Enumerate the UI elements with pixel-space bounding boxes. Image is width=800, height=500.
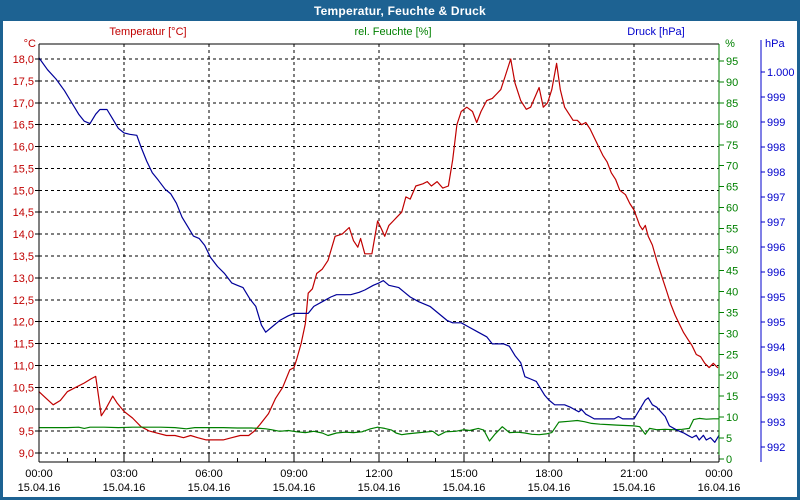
pressure-tick-label: 993 [767, 392, 785, 404]
humidity-tick-label: 70 [726, 161, 738, 173]
pressure-tick-label: 998 [767, 142, 785, 154]
date-label: 15.04.16 [528, 482, 571, 494]
humidity-tick-label: 60 [726, 203, 738, 215]
humidity-tick-label: 0 [726, 454, 732, 466]
temp-tick-label: 16,0 [13, 142, 34, 154]
time-label: 03:00 [110, 468, 138, 480]
pressure-tick-label: 996 [767, 242, 785, 254]
window-title: Temperatur, Feuchte & Druck [314, 3, 486, 18]
humidity-tick-label: 85 [726, 98, 738, 110]
humidity-tick-label: 5 [726, 433, 732, 445]
pressure-tick-label: 995 [767, 292, 785, 304]
humidity-tick-label: 65 [726, 182, 738, 194]
series-pressure-line [38, 57, 720, 443]
date-label: 15.04.16 [273, 482, 316, 494]
time-label: 00:00 [705, 468, 733, 480]
humidity-tick-label: 40 [726, 286, 738, 298]
date-label: 15.04.16 [358, 482, 401, 494]
temp-axis-unit: °C [23, 38, 36, 50]
temp-tick-label: 13,5 [13, 251, 34, 263]
date-label: 15.04.16 [18, 482, 61, 494]
humidity-tick-label: 15 [726, 391, 738, 403]
humidity-tick-label: 10 [726, 412, 738, 424]
pressure-tick-label: 994 [767, 367, 785, 379]
temp-tick-label: 15,0 [13, 185, 34, 197]
pressure-tick-label: 996 [767, 267, 785, 279]
date-label: 15.04.16 [443, 482, 486, 494]
pressure-tick-label: 994 [767, 342, 785, 354]
temp-tick-label: 12,5 [13, 295, 34, 307]
time-label: 15:00 [450, 468, 478, 480]
pressure-tick-label: 998 [767, 167, 785, 179]
temp-tick-label: 14,5 [13, 207, 34, 219]
humidity-tick-label: 90 [726, 77, 738, 89]
time-label: 09:00 [280, 468, 308, 480]
humidity-tick-label: 25 [726, 349, 738, 361]
temp-tick-label: 9,0 [19, 448, 34, 460]
legend-temperature: Temperatur [°C] [109, 26, 187, 38]
pressure-axis-unit: hPa [765, 38, 785, 50]
series-humidity-line [38, 417, 720, 442]
humidity-tick-label: 95 [726, 56, 738, 68]
time-label: 12:00 [365, 468, 393, 480]
humidity-tick-label: 30 [726, 328, 738, 340]
pressure-tick-label: 999 [767, 92, 785, 104]
date-label: 15.04.16 [613, 482, 656, 494]
temp-tick-label: 12,0 [13, 317, 34, 329]
temp-tick-label: 15,5 [13, 163, 34, 175]
series-temp-line [38, 58, 719, 441]
pressure-tick-label: 1.000 [767, 67, 795, 79]
legend-humidity: rel. Feuchte [%] [354, 26, 432, 38]
date-label: 15.04.16 [103, 482, 146, 494]
temp-tick-label: 18,0 [13, 54, 34, 66]
temp-tick-label: 17,5 [13, 76, 34, 88]
humidity-axis-unit: % [725, 38, 735, 50]
pressure-tick-label: 997 [767, 192, 785, 204]
temp-tick-label: 10,5 [13, 382, 34, 394]
humidity-tick-label: 55 [726, 224, 738, 236]
date-label: 15.04.16 [188, 482, 231, 494]
humidity-tick-label: 20 [726, 370, 738, 382]
temp-tick-label: 9,5 [19, 426, 34, 438]
temp-tick-label: 16,5 [13, 120, 34, 132]
temp-tick-label: 14,0 [13, 229, 34, 241]
window-titlebar[interactable]: Temperatur, Feuchte & Druck [0, 0, 800, 21]
pressure-tick-label: 995 [767, 317, 785, 329]
pressure-tick-label: 992 [767, 442, 785, 454]
time-label: 21:00 [620, 468, 648, 480]
temp-tick-label: 17,0 [13, 98, 34, 110]
date-label: 16.04.16 [698, 482, 741, 494]
temp-tick-label: 13,0 [13, 273, 34, 285]
humidity-tick-label: 80 [726, 119, 738, 131]
humidity-tick-label: 75 [726, 140, 738, 152]
humidity-tick-label: 45 [726, 265, 738, 277]
time-label: 18:00 [535, 468, 563, 480]
pressure-tick-label: 999 [767, 117, 785, 129]
pressure-tick-label: 997 [767, 217, 785, 229]
time-label: 00:00 [25, 468, 53, 480]
time-label: 06:00 [195, 468, 223, 480]
temp-tick-label: 10,0 [13, 404, 34, 416]
humidity-tick-label: 50 [726, 245, 738, 257]
temp-tick-label: 11,0 [13, 360, 34, 372]
legend-pressure: Druck [hPa] [627, 26, 685, 38]
temp-tick-label: 11,5 [13, 339, 34, 351]
pressure-tick-label: 993 [767, 417, 785, 429]
humidity-tick-label: 35 [726, 307, 738, 319]
